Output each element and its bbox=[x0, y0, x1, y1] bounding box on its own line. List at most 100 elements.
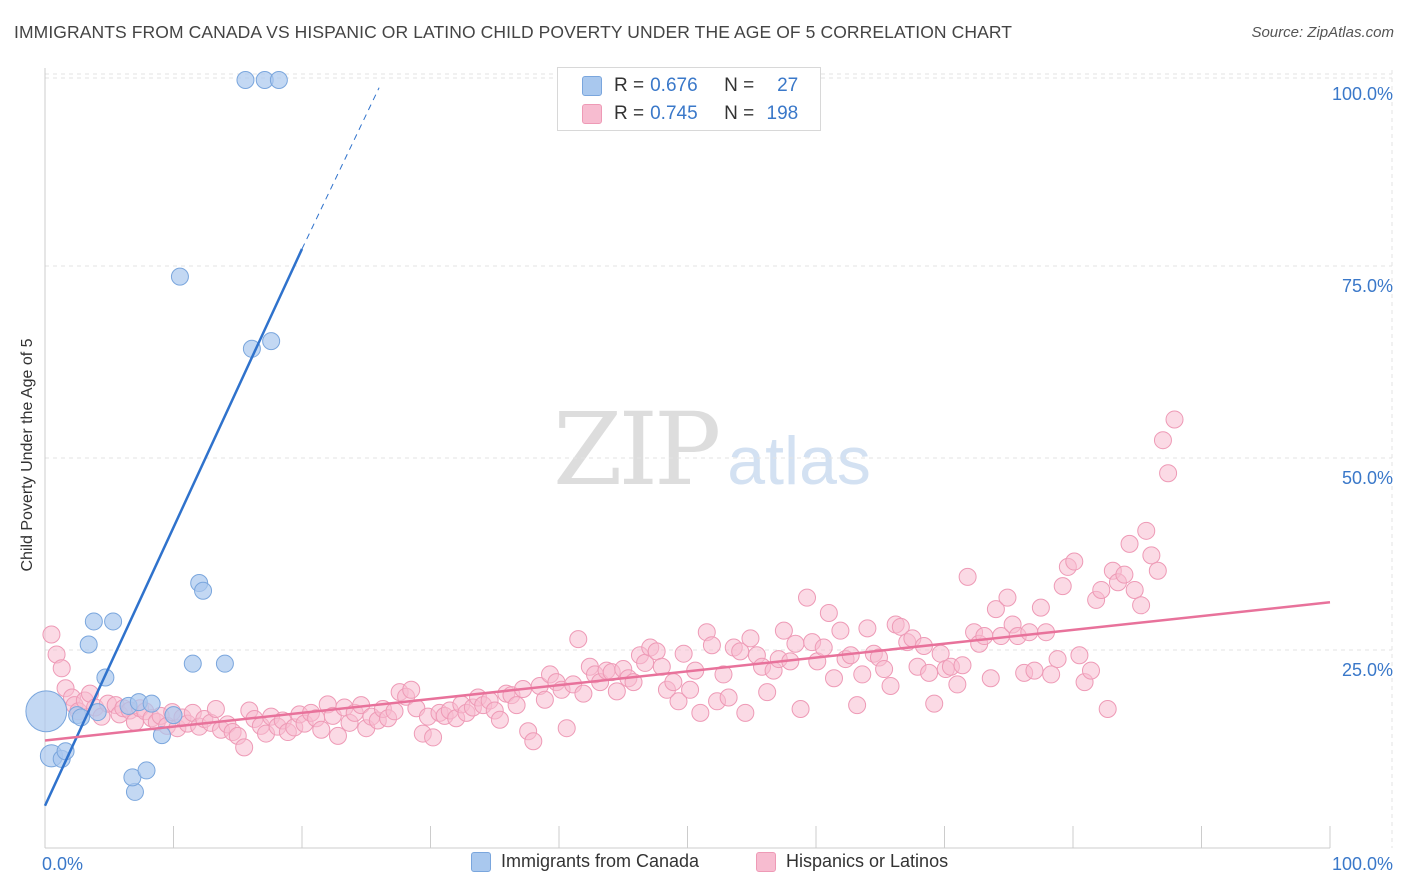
hispanic-point bbox=[875, 660, 894, 679]
hispanic-point bbox=[535, 690, 554, 709]
legend-n-value: 198 bbox=[766, 103, 799, 124]
hispanic-point bbox=[569, 630, 588, 649]
hispanic-point bbox=[1153, 431, 1172, 450]
bottom-legend-label-hispanic: Hispanics or Latinos bbox=[786, 851, 949, 871]
chart-title: IMMIGRANTS FROM CANADA VS HISPANIC OR LA… bbox=[14, 22, 1013, 42]
bottom-legend-hispanic: Hispanics or Latinos bbox=[756, 851, 948, 872]
hispanic-point bbox=[681, 680, 700, 699]
hispanic-point bbox=[891, 617, 910, 636]
canada-point bbox=[183, 654, 202, 673]
hispanic-point bbox=[1065, 552, 1084, 571]
x-tick-label-start: 0.0% bbox=[42, 854, 83, 874]
hispanic-point bbox=[1070, 646, 1089, 665]
hispanic-point bbox=[424, 728, 443, 747]
hispanic-point bbox=[235, 738, 254, 757]
legend-r-value: 0.676 bbox=[650, 75, 698, 96]
hispanic-point bbox=[741, 629, 760, 648]
hispanic-point bbox=[574, 684, 593, 703]
watermark-zip: ZIP bbox=[553, 391, 721, 508]
hispanic-point bbox=[490, 710, 509, 729]
canada-point bbox=[25, 690, 68, 733]
hispanic-point bbox=[714, 665, 733, 684]
hispanic-point bbox=[920, 663, 939, 682]
canada-point bbox=[137, 761, 156, 780]
hispanic-point bbox=[986, 600, 1005, 619]
legend-r-label: R = bbox=[614, 75, 645, 96]
hispanic-point bbox=[1120, 534, 1139, 553]
hispanic-point bbox=[507, 696, 526, 715]
hispanic-point bbox=[881, 676, 900, 695]
hispanic-point bbox=[691, 703, 710, 722]
hispanic-point bbox=[1165, 410, 1184, 429]
legend: R = 0.676 N = 27 R = 0.745 N = 198 bbox=[557, 67, 821, 131]
canada-points bbox=[25, 71, 288, 801]
gridlines bbox=[45, 70, 1393, 848]
hispanic-point bbox=[848, 696, 867, 715]
canada-trend-extension bbox=[301, 87, 380, 250]
y-tick-label: 25.0% bbox=[1342, 660, 1393, 680]
hispanic-point bbox=[1031, 598, 1050, 617]
hispanic-point bbox=[328, 726, 347, 745]
hispanic-point bbox=[853, 665, 872, 684]
source-label: Source: ZipAtlas.com bbox=[1251, 24, 1394, 41]
canada-point bbox=[142, 694, 161, 713]
canada-point bbox=[79, 635, 98, 654]
canada-point bbox=[170, 267, 189, 286]
hispanic-point bbox=[669, 692, 688, 711]
canada-point bbox=[164, 706, 183, 725]
legend-row-hispanic: R = 0.745 N = 198 bbox=[582, 101, 798, 127]
hispanic-point bbox=[791, 699, 810, 718]
legend-swatch-canada bbox=[582, 76, 602, 96]
hispanic-point bbox=[1048, 650, 1067, 669]
hispanic-point bbox=[858, 619, 877, 638]
hispanic-point bbox=[1092, 580, 1111, 599]
hispanic-point bbox=[1132, 596, 1151, 615]
hispanic-point bbox=[1053, 577, 1072, 596]
canada-point bbox=[84, 612, 103, 631]
hispanic-point bbox=[831, 621, 850, 640]
hispanic-point bbox=[607, 682, 626, 701]
hispanic-point bbox=[731, 642, 750, 661]
hispanic-point bbox=[702, 636, 721, 655]
hispanic-point bbox=[824, 669, 843, 688]
hispanic-point bbox=[647, 642, 666, 661]
legend-n-label: N = bbox=[724, 75, 755, 96]
hispanic-point bbox=[948, 675, 967, 694]
y-tick-label: 75.0% bbox=[1342, 276, 1393, 296]
canada-point bbox=[152, 726, 171, 745]
hispanic-point bbox=[312, 720, 331, 739]
hispanic-point bbox=[953, 656, 972, 675]
hispanic-point bbox=[1159, 464, 1178, 483]
y-tick-label: 100.0% bbox=[1332, 84, 1393, 104]
legend-row-canada: R = 0.676 N = 27 bbox=[582, 73, 798, 99]
hispanic-point bbox=[52, 659, 71, 678]
hispanic-point bbox=[798, 588, 817, 607]
y-axis-label: Child Poverty Under the Age of 5 bbox=[19, 338, 36, 572]
hispanic-point bbox=[1020, 623, 1039, 642]
hispanic-point bbox=[1098, 699, 1117, 718]
canada-point bbox=[236, 71, 255, 89]
canada-point bbox=[104, 612, 123, 631]
canada-trend-line bbox=[43, 248, 304, 807]
hispanic-point bbox=[1025, 661, 1044, 680]
bottom-legend-swatch-canada bbox=[471, 851, 491, 872]
x-tick-label-end: 100.0% bbox=[1332, 854, 1393, 874]
hispanic-point bbox=[206, 699, 225, 718]
bottom-legend-label-canada: Immigrants from Canada bbox=[501, 851, 700, 871]
hispanic-point bbox=[42, 625, 61, 644]
hispanic-point bbox=[925, 694, 944, 713]
canada-point bbox=[269, 71, 288, 89]
legend-r-label: R = bbox=[614, 103, 645, 124]
canada-point bbox=[215, 654, 234, 673]
hispanic-point bbox=[758, 683, 777, 702]
hispanic-point bbox=[674, 644, 693, 663]
legend-r-value: 0.745 bbox=[650, 103, 698, 124]
hispanic-point bbox=[998, 588, 1017, 607]
hispanic-point bbox=[1142, 546, 1161, 565]
hispanic-point bbox=[557, 719, 576, 738]
hispanic-point bbox=[981, 669, 1000, 688]
hispanic-point bbox=[814, 638, 833, 657]
tick-labels: 25.0% 50.0% 75.0% 100.0% 0.0% 100.0% bbox=[42, 84, 1393, 874]
bottom-legend-canada: Immigrants from Canada bbox=[471, 851, 699, 872]
legend-swatch-hispanic bbox=[582, 104, 602, 124]
